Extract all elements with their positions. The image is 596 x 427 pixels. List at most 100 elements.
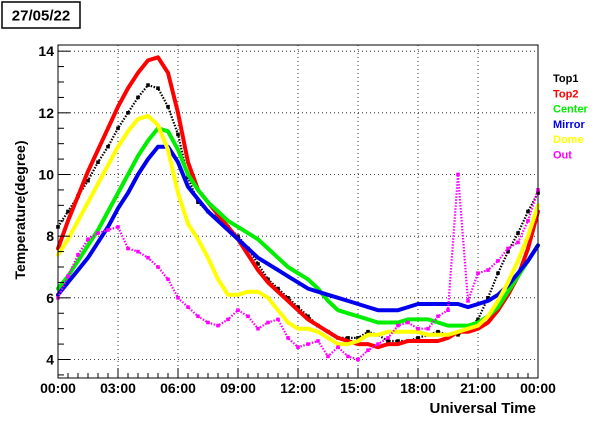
data-point bbox=[357, 340, 359, 342]
data-point bbox=[276, 317, 280, 322]
data-point bbox=[406, 320, 410, 325]
y-tick-label: 14 bbox=[38, 43, 54, 59]
data-point bbox=[417, 303, 419, 305]
data-point bbox=[457, 303, 459, 305]
data-point bbox=[397, 331, 399, 333]
data-point bbox=[187, 223, 189, 225]
chart-title: 27/05/22 bbox=[12, 8, 70, 25]
data-point bbox=[416, 326, 420, 331]
data-point bbox=[426, 326, 430, 331]
data-point bbox=[147, 115, 149, 117]
data-point bbox=[407, 340, 409, 342]
data-point bbox=[376, 342, 380, 346]
data-point bbox=[207, 210, 209, 213]
data-point bbox=[76, 252, 80, 257]
data-point bbox=[167, 149, 169, 151]
data-point bbox=[297, 309, 299, 312]
data-point bbox=[507, 290, 509, 293]
data-point bbox=[467, 306, 469, 308]
data-point bbox=[457, 331, 459, 333]
data-point bbox=[487, 300, 489, 302]
data-point bbox=[137, 173, 139, 176]
x-tick-label: 03:00 bbox=[100, 380, 136, 396]
data-point bbox=[157, 145, 159, 148]
data-point bbox=[177, 112, 179, 114]
data-point bbox=[317, 290, 319, 293]
data-point bbox=[267, 281, 269, 284]
data-point bbox=[147, 158, 149, 160]
data-point bbox=[117, 105, 119, 108]
data-point bbox=[157, 124, 159, 126]
data-point bbox=[177, 192, 179, 194]
data-point bbox=[246, 314, 250, 319]
data-point bbox=[217, 210, 219, 213]
data-point bbox=[87, 201, 89, 204]
data-point bbox=[437, 340, 439, 342]
data-point bbox=[466, 299, 470, 303]
data-point bbox=[107, 127, 109, 130]
data-point bbox=[527, 247, 529, 250]
data-point bbox=[177, 161, 179, 163]
data-point bbox=[456, 172, 460, 177]
data-point bbox=[137, 118, 139, 120]
data-point bbox=[147, 139, 149, 142]
data-point bbox=[176, 132, 180, 137]
x-tick-label: 00:00 bbox=[520, 380, 556, 396]
x-tick-label: 21:00 bbox=[460, 380, 496, 396]
data-point bbox=[477, 324, 479, 327]
data-point bbox=[476, 317, 480, 322]
data-point bbox=[66, 209, 70, 214]
data-point bbox=[467, 324, 469, 327]
data-point bbox=[87, 244, 89, 247]
data-point bbox=[67, 238, 69, 241]
data-point bbox=[326, 354, 330, 359]
data-point bbox=[387, 321, 389, 324]
data-point bbox=[346, 336, 350, 340]
data-point bbox=[357, 303, 359, 305]
data-point bbox=[306, 342, 310, 346]
data-point bbox=[197, 198, 199, 200]
data-point bbox=[117, 145, 119, 148]
data-point bbox=[377, 321, 379, 324]
data-point bbox=[117, 207, 119, 210]
data-point bbox=[447, 324, 449, 327]
data-point bbox=[87, 170, 89, 173]
data-point bbox=[77, 195, 79, 197]
data-point bbox=[527, 260, 529, 262]
data-point bbox=[416, 336, 420, 340]
data-point bbox=[197, 189, 199, 191]
data-point bbox=[267, 247, 269, 250]
data-point bbox=[257, 257, 259, 259]
data-point bbox=[396, 323, 400, 328]
data-point bbox=[366, 329, 370, 334]
data-point bbox=[277, 309, 279, 312]
data-point bbox=[67, 281, 69, 284]
data-point bbox=[77, 220, 79, 222]
data-point bbox=[417, 340, 419, 342]
data-point bbox=[356, 357, 360, 362]
data-point bbox=[427, 334, 429, 336]
data-point bbox=[356, 336, 360, 340]
x-tick-label: 09:00 bbox=[220, 380, 256, 396]
data-point bbox=[297, 281, 299, 284]
data-point bbox=[86, 178, 90, 183]
data-point bbox=[486, 268, 490, 272]
data-point bbox=[386, 339, 390, 343]
data-point bbox=[77, 269, 79, 271]
data-point bbox=[106, 144, 110, 149]
data-point bbox=[396, 339, 400, 343]
data-point bbox=[517, 260, 519, 262]
data-point bbox=[316, 339, 320, 343]
data-point bbox=[296, 305, 300, 309]
series-out bbox=[56, 172, 540, 362]
data-point bbox=[297, 272, 299, 275]
data-point bbox=[237, 238, 239, 241]
data-point bbox=[247, 232, 249, 234]
data-point bbox=[307, 278, 309, 281]
data-point bbox=[176, 296, 180, 300]
data-point bbox=[457, 324, 459, 327]
data-point bbox=[417, 331, 419, 333]
data-point bbox=[107, 164, 109, 166]
data-point bbox=[487, 315, 489, 318]
